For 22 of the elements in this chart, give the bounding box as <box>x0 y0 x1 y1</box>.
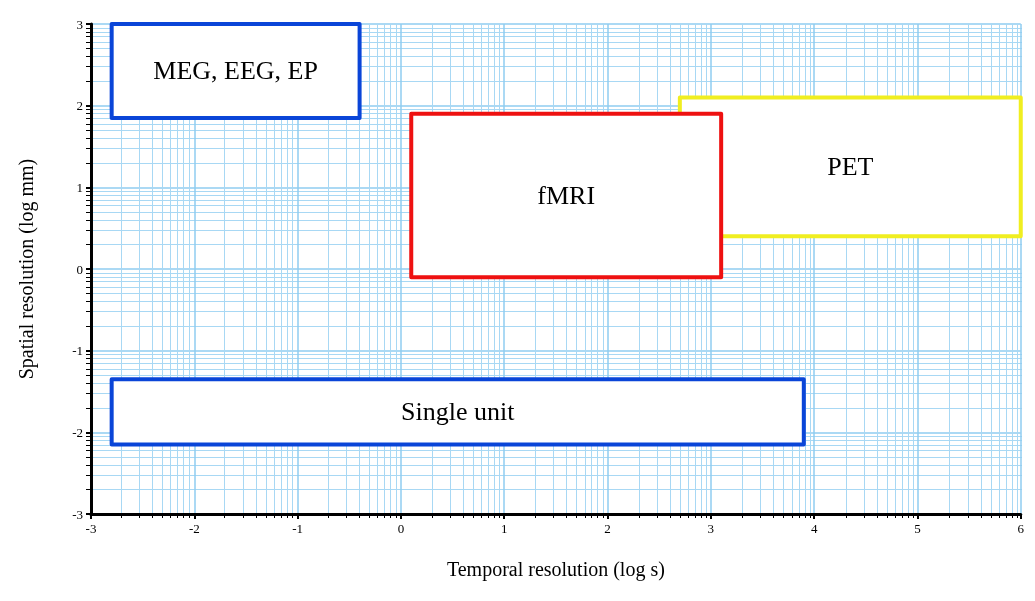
x-tick-label: 0 <box>397 521 405 536</box>
x-tick-label: -2 <box>188 521 200 536</box>
x-tick-label: 4 <box>810 521 818 536</box>
y-tick-label: 1 <box>76 179 83 195</box>
x-tick-label: 5 <box>914 521 921 536</box>
y-tick-label: -3 <box>72 506 83 522</box>
y-tick-label: 0 <box>76 261 83 277</box>
y-tick-label: -2 <box>72 424 83 440</box>
x-axis-title: Temporal resolution (log s) <box>446 558 665 581</box>
series-label: fMRI <box>537 181 596 210</box>
x-tick-label: 3 <box>707 521 715 536</box>
y-axis-title: Spatial resolution (log mm) <box>15 158 38 380</box>
x-tick-label: 2 <box>604 521 611 536</box>
series-label: Single unit <box>401 397 516 427</box>
x-tick-label: -1 <box>292 521 304 536</box>
y-tick-label: -1 <box>72 343 83 359</box>
x-tick-label: 1 <box>500 521 508 536</box>
y-tick-label: 3 <box>76 16 83 32</box>
y-tick-label: 2 <box>76 98 83 114</box>
series-label: MEG, EEG, EP <box>153 56 318 86</box>
series-label: PET <box>827 152 874 182</box>
x-tick-label: 6 <box>1017 521 1025 536</box>
